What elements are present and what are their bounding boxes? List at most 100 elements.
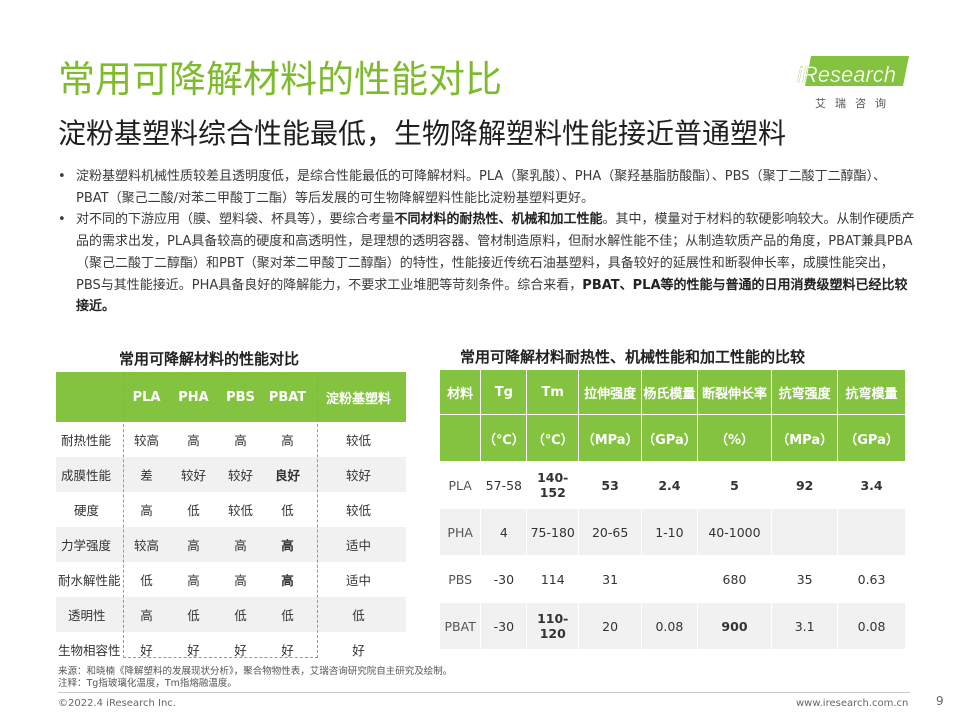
table-row: 生物相容性 好 好 好 好 好 [56, 632, 406, 667]
bullet-bold-text: PBAT、PLA等的性能与普通的日用消费级塑料已经比较接近。 [76, 277, 908, 315]
table-header-cell [56, 372, 123, 422]
table-cell: 低 [311, 597, 406, 632]
table-cell: 2.4 [641, 461, 698, 509]
table-cell: 低 [187, 503, 200, 518]
table-cell: 好 [187, 643, 200, 658]
bullet-text: 对不同的下游应用（膜、塑料袋、杯具等），要综合考量 [76, 212, 395, 228]
table-units-row: （℃） （℃） （MPa） （GPa） （%） （MPa） （GPa） [440, 414, 906, 462]
bullet-text: 。其中，模量对于材料的软硬影响较大。从制作硬质产品的需求出发，PLA具备较高的硬… [76, 212, 915, 293]
bullet-list: • 淀粉基塑料机械性质较差且透明度低，是综合性能最低的可降解材料。PLA（聚乳酸… [56, 166, 916, 318]
table-cell: 低 [264, 597, 311, 632]
table-header-cell: Tm [526, 370, 580, 415]
table-row: PLA 57-58 140-152 53 2.4 5 92 3.4 [440, 461, 906, 509]
table-cell: -30 [480, 602, 528, 650]
row-label: PLA [440, 461, 482, 509]
row-label: PBAT [440, 602, 482, 650]
bullet-item: • 淀粉基塑料机械性质较差且透明度低，是综合性能最低的可降解材料。PLA（聚乳酸… [56, 166, 916, 209]
table-cell: 110-120 [526, 602, 580, 650]
page-title: 常用可降解材料的性能对比 [58, 58, 502, 101]
table-cell: 高 [264, 527, 311, 562]
row-label: 硬度 [74, 503, 100, 518]
table-cell [771, 508, 839, 556]
bullet-dot: • [58, 169, 66, 184]
row-label: 力学强度 [56, 527, 123, 562]
table-cell: 较好 [170, 457, 217, 492]
table-cell: -30 [480, 555, 528, 603]
iresearch-logo: iResearch [793, 52, 911, 114]
table-cell: 114 [526, 555, 580, 603]
table-row: 耐热性能 较高 高 高 高 较低 [56, 422, 406, 457]
mechanical-properties-table: 材料 Tg Tm 拉伸强度 杨氏模量 断裂伸长率 抗弯强度 抗弯模量 （℃） （… [440, 370, 906, 650]
table-cell: 高 [281, 433, 294, 448]
table-cell: 较低 [227, 503, 253, 518]
table-cell: 1-10 [641, 508, 698, 556]
table-header-cell: 拉伸强度 [578, 370, 643, 415]
table-cell: 低 [140, 573, 153, 588]
unit-cell: （GPa） [641, 414, 698, 462]
table-header-cell: 淀粉基塑料 [311, 372, 406, 422]
footer-website: www.iresearch.com.cn [796, 698, 909, 709]
footer-copyright: ©2022.4 iResearch Inc. [58, 698, 176, 709]
table-cell: 92 [771, 461, 839, 509]
logo-tagline: 艾瑞咨询 [815, 97, 895, 110]
row-label: 成膜性能 [56, 457, 123, 492]
table-header-cell: PHA [170, 372, 217, 422]
table-cell: 40-1000 [697, 508, 773, 556]
table-cell: 较好 [311, 457, 406, 492]
table-cell [837, 508, 906, 556]
table-cell: 5 [697, 461, 773, 509]
unit-cell: （%） [697, 414, 773, 462]
table-cell: 高 [281, 573, 294, 588]
table-cell: 低 [217, 597, 264, 632]
table-cell: 较低 [345, 503, 371, 518]
table1-title: 常用可降解材料的性能对比 [119, 350, 300, 368]
table-cell: 高 [170, 527, 217, 562]
table-cell: 0.08 [641, 602, 698, 650]
table-row: PBS -30 114 31 680 35 0.63 [440, 555, 906, 603]
table-cell: 20-65 [578, 508, 643, 556]
annotation-line: 注释：Tg指玻璃化温度，Tm指熔融温度。 [58, 678, 237, 689]
table-cell: 高 [187, 573, 200, 588]
table-cell: 好 [140, 643, 153, 658]
table-cell: 20 [578, 602, 643, 650]
table-cell: 31 [578, 555, 643, 603]
row-label: PHA [440, 508, 482, 556]
table-cell: 高 [217, 527, 264, 562]
table-row: PHA 4 75-180 20-65 1-10 40-1000 [440, 508, 906, 556]
unit-cell: （℃） [526, 414, 580, 462]
table-cell: 较高 [123, 527, 170, 562]
table-cell: 较高 [133, 433, 159, 448]
unit-cell: （GPa） [837, 414, 906, 462]
table-header-cell: Tg [480, 370, 528, 415]
table-header-row: PLA PHA PBS PBAT 淀粉基塑料 [56, 372, 406, 422]
source-line: 来源：和晓楠《降解塑料的发展现状分析》，聚合物物性表，艾瑞咨询研究院自主研究及绘… [58, 666, 453, 677]
logo-wordmark: iResearch [797, 62, 896, 87]
table-cell: 高 [187, 433, 200, 448]
table-row: 力学强度 较高 高 高 高 适中 [56, 527, 406, 562]
source-note: 来源：和晓楠《降解塑料的发展现状分析》，聚合物物性表，艾瑞咨询研究院自主研究及绘… [58, 666, 452, 690]
table-header-cell: 杨氏模量 [641, 370, 698, 415]
table-header-cell: PBS [217, 372, 264, 422]
table-header-cell: 抗弯强度 [771, 370, 839, 415]
highlight-dashed-box [123, 374, 318, 658]
table-cell: 3.4 [837, 461, 906, 509]
table-header-cell: 材料 [440, 370, 482, 415]
table-row: 成膜性能 差 较好 较好 良好 较好 [56, 457, 406, 492]
table-cell: 高 [140, 503, 153, 518]
table-cell: 好 [281, 643, 294, 658]
table-cell: 差 [123, 457, 170, 492]
table-cell: 低 [281, 503, 294, 518]
table-cell: 好 [352, 643, 365, 658]
table-cell: 好 [234, 643, 247, 658]
table-row: 透明性 高 低 低 低 低 [56, 597, 406, 632]
table-row: PBAT -30 110-120 20 0.08 900 3.1 0.08 [440, 602, 906, 650]
unit-cell: （℃） [480, 414, 528, 462]
row-label: PBS [440, 555, 482, 603]
table-cell [641, 555, 698, 603]
table-cell: 适中 [345, 573, 371, 588]
unit-cell: （MPa） [578, 414, 643, 462]
table-header-row: 材料 Tg Tm 拉伸强度 杨氏模量 断裂伸长率 抗弯强度 抗弯模量 [440, 370, 906, 415]
table-cell: 高 [123, 597, 170, 632]
table-header-cell: 断裂伸长率 [697, 370, 773, 415]
table-cell: 0.08 [837, 602, 906, 650]
